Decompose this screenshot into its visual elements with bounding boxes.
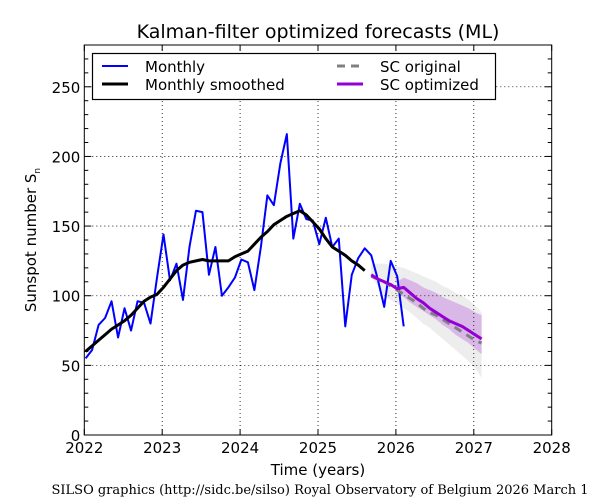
y-tick-label: 200: [52, 148, 81, 166]
axis-ticks: [83, 44, 553, 436]
x-tick-label: 2025: [299, 439, 337, 457]
legend-item-sc-optimized: SC optimized: [337, 76, 479, 94]
legend-label-sc-optimized: SC optimized: [380, 76, 479, 94]
legend-label-monthly-smoothed: Monthly smoothed: [145, 76, 285, 94]
x-tick-label: 2022: [65, 439, 103, 457]
y-axis-label-group: Sunspot number Sn: [22, 168, 43, 312]
series-line-monthly-smoothed: [84, 209, 366, 353]
legend: Monthly Monthly smoothed SC original SC …: [91, 52, 497, 101]
y-tick-label: 150: [52, 218, 81, 236]
x-tick-label: 2026: [377, 439, 415, 457]
chart-title: Kalman-filter optimized forecasts (ML): [137, 21, 500, 43]
legend-label-monthly: Monthly: [145, 58, 205, 76]
legend-item-monthly-smoothed: Monthly smoothed: [102, 76, 285, 94]
y-tick-label: 100: [52, 288, 81, 306]
y-tick-label: 50: [61, 357, 80, 375]
legend-box: [91, 52, 497, 101]
series-lines: [84, 133, 483, 360]
y-axis-label: Sunspot number Sn: [22, 168, 43, 312]
x-tick-label: 2027: [455, 439, 493, 457]
y-tick-label: 250: [52, 79, 81, 97]
x-tick-label: 2028: [533, 439, 571, 457]
x-tick-label: 2023: [143, 439, 181, 457]
legend-item-sc-original: SC original: [337, 58, 461, 76]
x-tick-labels: 2022 2023 2024 2025 2026 2027 2028: [65, 439, 571, 457]
x-tick-label: 2024: [221, 439, 259, 457]
series-line-monthly: [84, 133, 405, 360]
y-tick-labels: 0 50 100 150 200 250: [52, 79, 81, 445]
series-line-sc-optimized: [370, 273, 483, 341]
y-axis-label-subscript: n: [33, 168, 43, 174]
x-axis-label: Time (years): [270, 461, 365, 479]
legend-label-sc-original: SC original: [380, 58, 461, 76]
y-axis-label-main: Sunspot number S: [22, 174, 40, 313]
y-tick-label: 0: [71, 427, 81, 445]
footer-credit: SILSO graphics (http://sidc.be/silso) Ro…: [51, 483, 588, 498]
grid: [84, 45, 552, 435]
legend-item-monthly: Monthly: [102, 58, 205, 76]
